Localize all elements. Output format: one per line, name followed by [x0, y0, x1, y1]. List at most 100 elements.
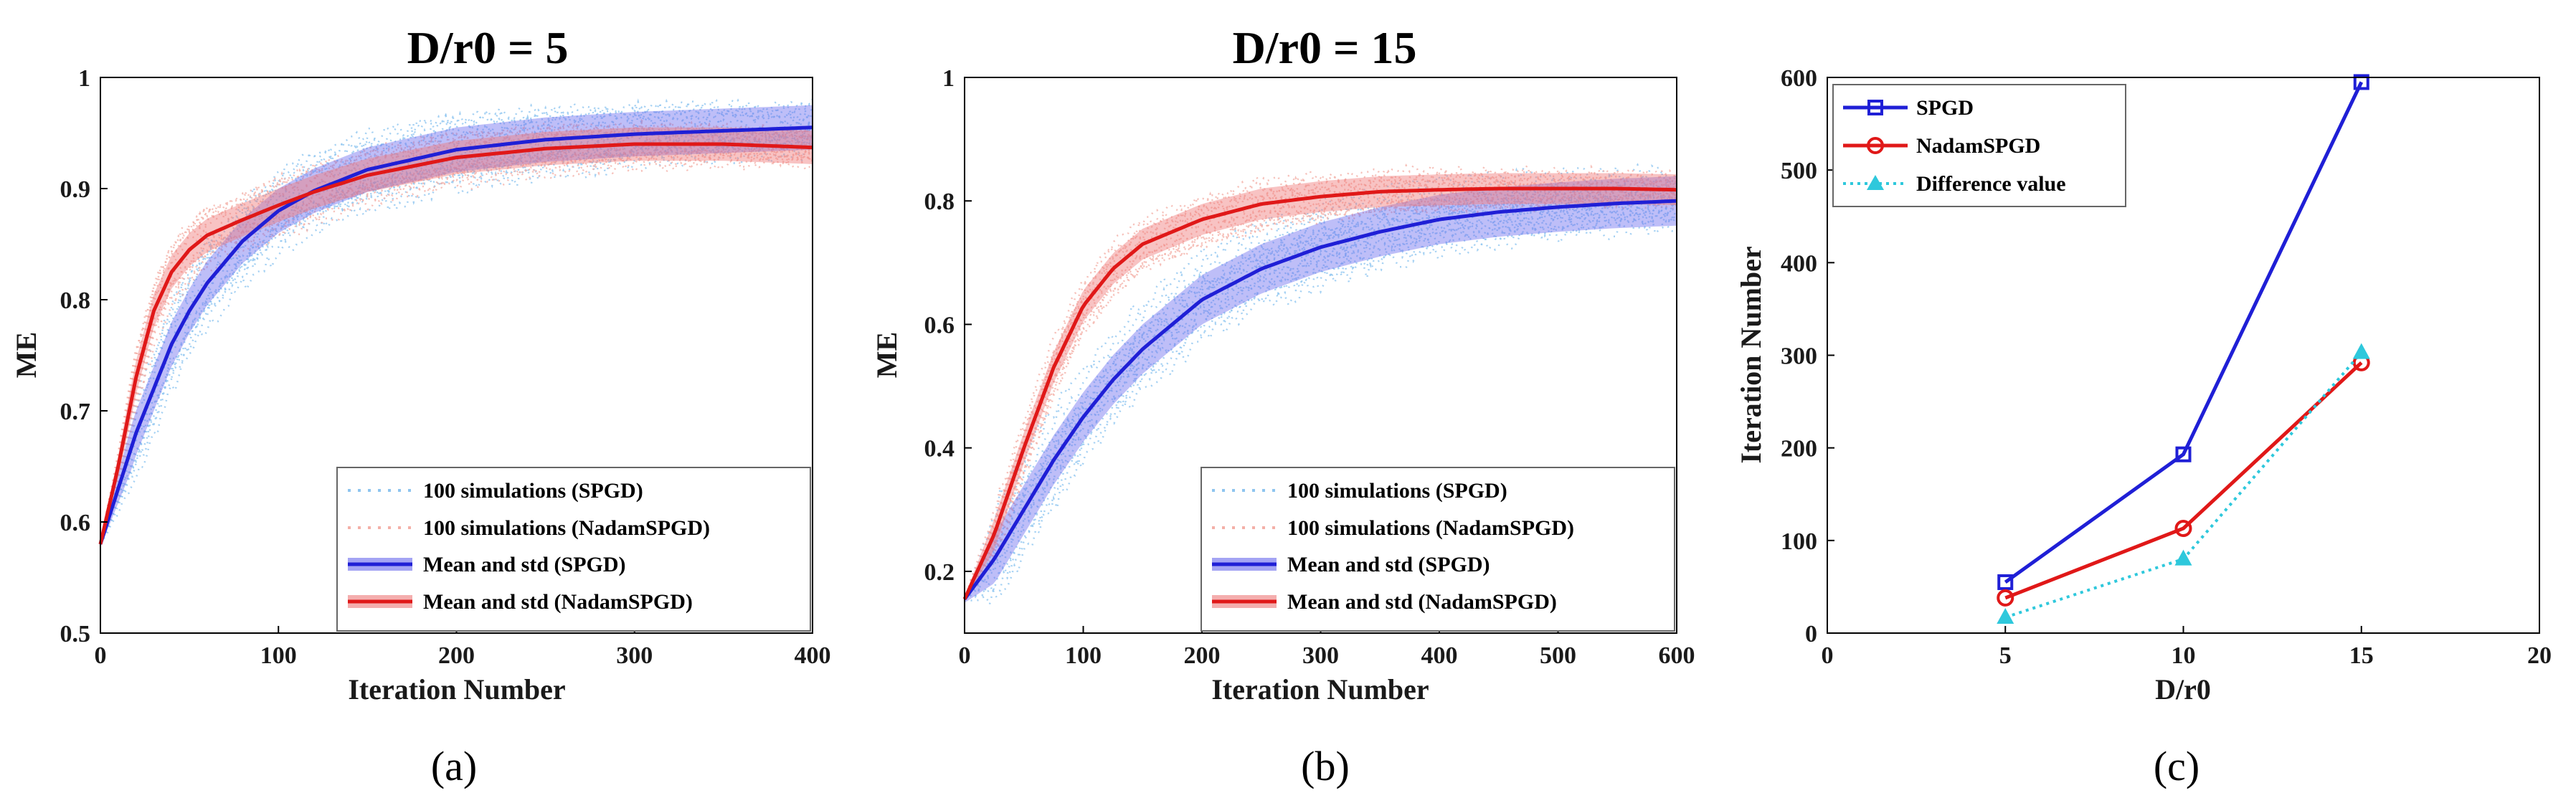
panel-b-xticks: 0 100 200 300 400 500 600	[959, 626, 1695, 669]
simulation-run	[963, 186, 1678, 600]
x-tick-label: 0	[95, 642, 107, 669]
mean-line	[962, 186, 1677, 600]
legend-b-spgd-mean-label: Mean and std (SPGD)	[1287, 553, 1490, 576]
simulation-run	[963, 173, 1678, 600]
y-tick-label: 0.8	[924, 189, 955, 215]
x-tick-label: 500	[1540, 642, 1576, 669]
data-point	[2175, 446, 2192, 462]
simulation-run	[99, 134, 814, 545]
panel-c-legend: SPGD NadamSPGD Difference value	[1832, 84, 2126, 207]
simulation-run	[99, 156, 814, 545]
y-tick-label: 0.4	[924, 436, 955, 462]
simulation-run	[99, 123, 813, 545]
panel-c-yticks: 0 100 200 300 400 500 600	[1781, 65, 1834, 647]
panel-b-sublabel: (b)	[1301, 743, 1350, 789]
simulation-run	[963, 196, 1678, 600]
panel-c-xlabel: D/r0	[2155, 673, 2211, 706]
x-tick-label: 100	[1065, 642, 1102, 669]
x-tick-label: 200	[1184, 642, 1221, 669]
x-tick-label: 600	[1659, 642, 1695, 669]
y-tick-label: 0.9	[60, 176, 91, 203]
panel-b-ylabel: ME	[871, 332, 903, 378]
y-tick-label: 0.2	[924, 559, 955, 586]
panel-a-xlabel: Iteration Number	[348, 673, 565, 706]
simulation-run	[963, 184, 1678, 600]
legend-a-spgd-sim-label: 100 simulations (SPGD)	[423, 479, 643, 503]
panel-b-legend-box	[1201, 467, 1675, 632]
mean-line	[98, 142, 813, 545]
simulation-run	[99, 152, 813, 545]
panel-b-legend: 100 simulations (SPGD) 100 simulations (…	[1201, 467, 1675, 632]
y-tick-label: 0.8	[60, 288, 91, 314]
legend-c-spgd-label: SPGD	[1916, 96, 1974, 120]
panel-a-plot	[98, 98, 814, 548]
legend-c-diff-marker	[1867, 175, 1884, 190]
std-band	[100, 105, 813, 548]
legend-c-nadam-marker	[1867, 137, 1884, 154]
x-tick-label: 0	[959, 642, 971, 669]
x-tick-label: 0	[1822, 642, 1834, 669]
data-point	[2353, 74, 2369, 90]
y-tick-label: 0.7	[60, 399, 91, 425]
series-line	[2004, 81, 2364, 584]
simulation-run	[963, 174, 1677, 600]
simulation-run	[99, 130, 813, 545]
simulation-run	[963, 193, 1678, 600]
y-tick-label: 500	[1781, 158, 1817, 184]
y-tick-label: 100	[1781, 528, 1817, 555]
y-tick-label: 1	[942, 65, 955, 92]
simulation-run	[99, 98, 814, 545]
panel-a-legend: 100 simulations (SPGD) 100 simulations (…	[336, 467, 811, 632]
legend-b-nadam-sim-label: 100 simulations (NadamSPGD)	[1287, 516, 1574, 540]
simulation-run	[99, 103, 814, 545]
legend-c-spgd-marker	[1867, 100, 1883, 115]
panel-c-ylabel: Iteration Number	[1735, 246, 1767, 463]
simulation-run	[963, 171, 1678, 600]
panel-a-legend-box	[336, 467, 811, 632]
y-tick-label: 0.6	[60, 510, 91, 536]
panel-c-plot	[1997, 74, 2370, 624]
panel-c-sublabel: (c)	[2154, 743, 2199, 789]
panel-b-title: D/r0 = 15	[1233, 22, 1417, 73]
x-tick-label: 300	[1302, 642, 1339, 669]
simulation-run	[99, 118, 814, 545]
simulation-run	[963, 163, 1678, 600]
data-point	[1997, 574, 2014, 590]
simulation-run	[963, 188, 1677, 600]
series-line	[2004, 361, 2363, 600]
simulation-run	[964, 197, 1678, 600]
y-tick-label: 600	[1781, 65, 1817, 92]
panel-a: D/r0 = 5 0 100 200 300 400 0.50.60.70.80.91 …	[10, 22, 831, 789]
y-tick-label: 0.5	[60, 621, 91, 647]
panel-a-title: D/r0 = 5	[407, 22, 569, 73]
y-tick-label: 0.6	[924, 312, 955, 338]
legend-a-spgd-mean-label: Mean and std (SPGD)	[423, 553, 626, 576]
simulation-run	[99, 105, 813, 545]
x-tick-label: 10	[2172, 642, 2196, 669]
x-tick-label: 20	[2527, 642, 2552, 669]
y-tick-label: 400	[1781, 250, 1817, 277]
data-point	[1997, 608, 2014, 624]
panel-a-ylabel: ME	[10, 332, 42, 378]
panel-b-plot	[962, 162, 1678, 608]
x-tick-label: 15	[2349, 642, 2374, 669]
panel-a-sublabel: (a)	[431, 743, 477, 789]
mean-line	[98, 125, 813, 545]
x-tick-label: 400	[795, 642, 831, 669]
panel-c: 0 5 10 15 20 0 100 200 300 400 500 600 D/r0 Iterat…	[1735, 65, 2552, 789]
mean-line	[962, 199, 1677, 601]
simulation-run	[964, 207, 1678, 600]
simulation-run	[963, 162, 1677, 599]
data-point	[2174, 549, 2192, 566]
x-tick-label: 200	[438, 642, 475, 669]
panel-b-yticks: 0.2 0.4 0.6 0.8 1	[924, 65, 972, 586]
panel-c-xticks: 0 5 10 15 20	[1822, 626, 2552, 669]
y-tick-label: 300	[1781, 343, 1817, 370]
legend-a-nadam-sim-label: 100 simulations (NadamSPGD)	[423, 516, 710, 540]
data-point	[2174, 520, 2192, 538]
data-point	[2352, 343, 2370, 359]
data-point	[1997, 589, 2014, 607]
simulation-run	[964, 199, 1678, 600]
x-tick-label: 400	[1421, 642, 1458, 669]
simulation-run	[99, 144, 813, 545]
